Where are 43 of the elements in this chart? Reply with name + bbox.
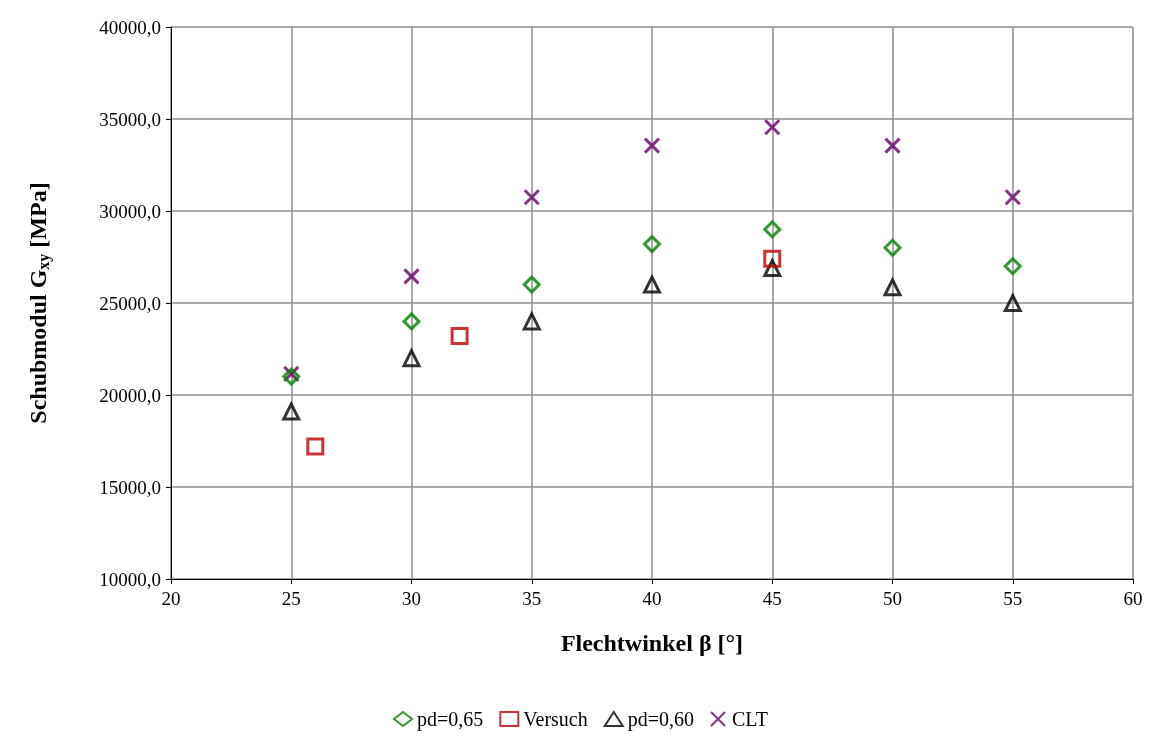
- point: [763, 220, 782, 239]
- point: [643, 137, 661, 155]
- point: [402, 312, 421, 331]
- y-tick-label: 40000,0: [99, 16, 161, 38]
- point: [884, 137, 901, 155]
- point: [1003, 257, 1022, 276]
- y-tick-label: 10000,0: [99, 568, 161, 590]
- legend-label: pd=0,60: [627, 708, 695, 731]
- point: [883, 238, 902, 257]
- y-axis-title: Schubmodul Gxy [MPa]: [25, 182, 53, 424]
- legend-label: CLT: [732, 708, 768, 730]
- x-tick-label: 20: [161, 588, 181, 609]
- x-tick-label: 25: [281, 588, 301, 609]
- y-tick-label: 15000,0: [99, 476, 161, 498]
- x-tick-label: 40: [642, 588, 662, 609]
- point: [763, 118, 781, 136]
- x-tick-label: 55: [1003, 588, 1023, 609]
- point: [643, 275, 661, 294]
- y-tick-label: 20000,0: [99, 384, 161, 406]
- x-tick-label: 60: [1123, 588, 1143, 609]
- x-tick-label: 35: [522, 588, 542, 609]
- y-tick-label: 25000,0: [99, 292, 161, 314]
- point: [1003, 294, 1022, 312]
- point: [450, 327, 469, 346]
- y-tick-label: 35000,0: [99, 108, 161, 130]
- point: [763, 249, 782, 268]
- point: [402, 349, 421, 368]
- x-tick-label: 45: [762, 588, 782, 609]
- legend-label: pd=0,65: [417, 708, 484, 731]
- x-axis-title: Flechtwinkel β [°]: [560, 630, 744, 656]
- point: [883, 278, 902, 297]
- x-tick-label: 30: [402, 588, 421, 609]
- point: [282, 402, 301, 421]
- point: [522, 275, 541, 294]
- point: [306, 437, 325, 456]
- y-tick-label: 30000,0: [99, 200, 161, 222]
- legend-label: Versuch: [523, 708, 588, 730]
- x-tick-label: 50: [883, 588, 902, 609]
- point: [523, 188, 541, 206]
- point: [403, 267, 420, 285]
- point: [643, 235, 661, 254]
- point: [522, 312, 541, 331]
- point: [1004, 188, 1022, 206]
